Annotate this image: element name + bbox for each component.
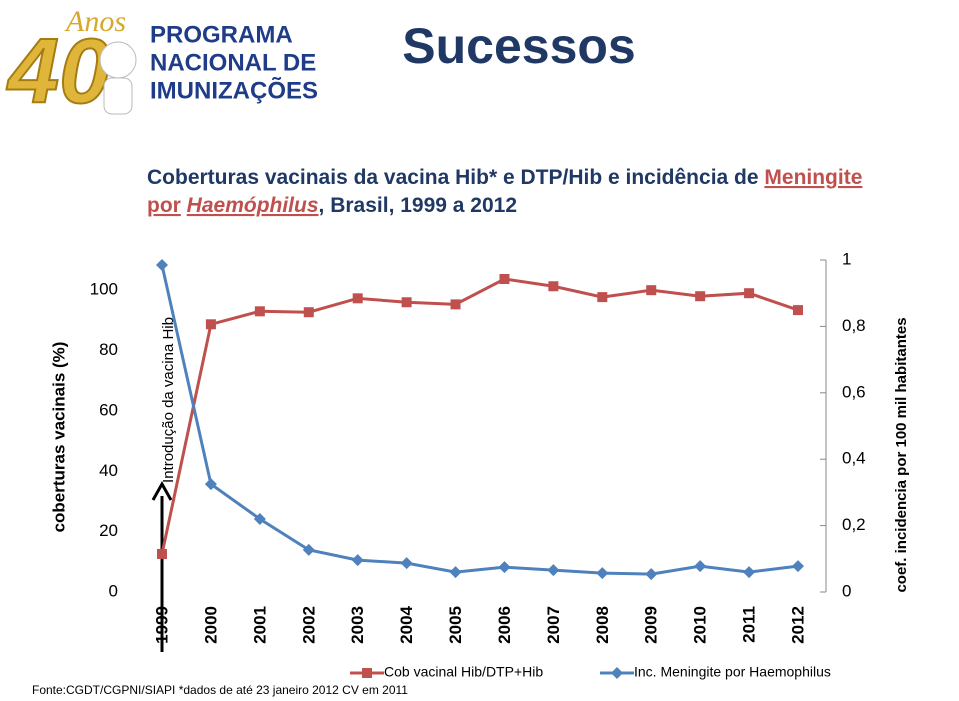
logo-years-word: Anos	[64, 5, 126, 38]
marker	[793, 305, 803, 316]
marker	[157, 548, 167, 559]
marker	[400, 557, 413, 570]
legend-marker	[362, 668, 372, 678]
x-tick-label: 2004	[397, 605, 416, 643]
y2-tick-label: 0,4	[842, 449, 866, 468]
marker	[302, 543, 315, 556]
marker	[303, 307, 314, 318]
marker	[597, 292, 608, 303]
marker	[253, 512, 266, 525]
marker	[744, 288, 755, 299]
y2-tick-label: 0,6	[842, 382, 866, 401]
title-part: por	[147, 194, 181, 217]
marker	[548, 281, 559, 292]
title-part: Coberturas vacinais da vacina Hib* e DTP…	[147, 166, 759, 189]
chart-title: Coberturas vacinais da vacina Hib* e DTP…	[147, 166, 862, 189]
y-axis-label: coberturas vacinais (%)	[49, 342, 68, 533]
legend-marker	[611, 667, 623, 679]
logo: Anos 40 PROGRAMA NACIONAL DE IMUNIZAÇÕES	[5, 5, 318, 123]
slide-title: Sucessos	[402, 18, 635, 74]
y2-tick-label: 0	[842, 581, 851, 600]
title-part: Meningite	[764, 166, 862, 189]
marker	[596, 567, 609, 580]
x-tick-label: 2009	[642, 606, 661, 644]
source-note: Fonte:CGDT/CGPNI/SIAPI *dados de até 23 …	[32, 683, 408, 697]
logo-mascot-body	[103, 77, 133, 115]
marker	[743, 566, 756, 579]
marker	[351, 554, 364, 567]
y2-axis-label: coef. incidencia por 100 mil habitantes	[893, 317, 910, 592]
annotation-arrowhead	[151, 480, 173, 501]
marker	[695, 291, 706, 302]
y-tick-label: 20	[99, 521, 118, 540]
logo-line: PROGRAMA	[150, 21, 293, 48]
x-tick-label: 2003	[348, 606, 367, 644]
marker	[694, 560, 707, 573]
marker	[645, 568, 658, 581]
legend-label: Inc. Meningite por Haemophilus	[634, 664, 831, 680]
series-line	[160, 264, 799, 576]
x-tick-label: 2001	[250, 606, 269, 644]
marker	[792, 560, 804, 573]
y2-tick-label: 1	[842, 249, 851, 268]
y-tick-label: 60	[99, 400, 118, 419]
y2-tick-label: 0,2	[842, 515, 866, 534]
annotation: Introdução da vacina Hib	[160, 317, 177, 483]
x-tick-label: 2005	[446, 606, 465, 644]
y2-tick-label: 0,8	[842, 316, 866, 335]
logo-years: 40	[6, 20, 110, 122]
x-tick-label: 2006	[495, 606, 514, 644]
marker	[204, 478, 217, 491]
y-tick-label: 0	[109, 581, 118, 600]
marker	[205, 319, 216, 330]
y-tick-label: 80	[99, 340, 118, 359]
marker	[499, 274, 510, 285]
chart-title: por Haemóphilus, Brasil, 1999 a 2012	[147, 194, 517, 217]
marker	[401, 297, 412, 308]
logo-mascot	[99, 41, 137, 79]
marker	[547, 564, 560, 577]
marker	[450, 299, 461, 310]
x-tick-label: 1999	[152, 606, 171, 644]
series-line	[160, 277, 799, 555]
x-tick-label: 2000	[201, 606, 220, 644]
title-part: Haemóphilus	[187, 194, 319, 217]
logo-line: IMUNIZAÇÕES	[150, 76, 318, 104]
y-tick-label: 40	[99, 461, 118, 480]
marker	[352, 293, 363, 304]
x-tick-label: 2011	[740, 606, 759, 643]
marker	[449, 566, 462, 579]
x-tick-label: 2010	[691, 606, 710, 644]
title-part: , Brasil, 1999 a 2012	[319, 194, 518, 217]
logo-line: NACIONAL DE	[150, 49, 316, 76]
y-tick-label: 100	[90, 280, 118, 299]
marker	[254, 306, 265, 317]
x-tick-label: 2012	[788, 606, 807, 644]
x-tick-label: 2008	[593, 606, 612, 644]
x-tick-label: 2002	[299, 606, 318, 644]
legend-label: Cob vacinal Hib/DTP+Hib	[384, 664, 543, 680]
marker	[156, 258, 168, 271]
marker	[646, 285, 657, 296]
marker	[498, 561, 511, 574]
x-tick-label: 2007	[544, 606, 563, 644]
